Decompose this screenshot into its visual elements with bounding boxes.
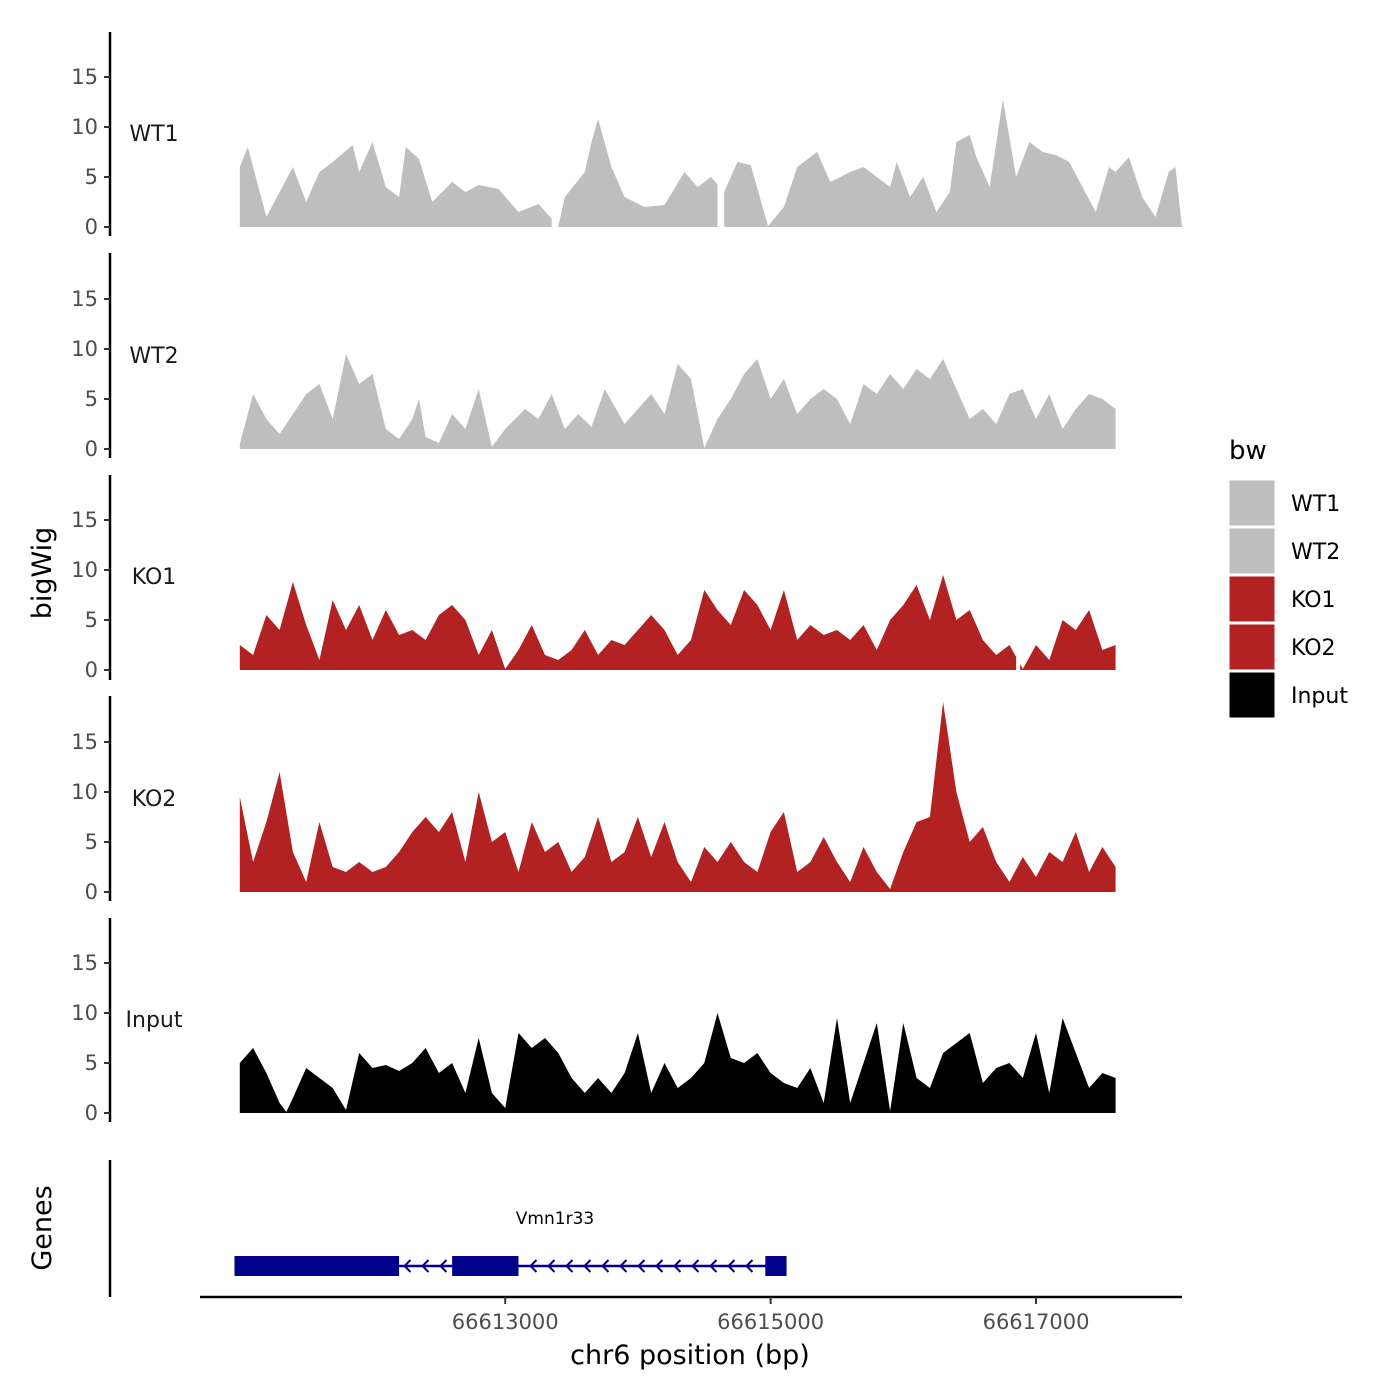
signal-area-wt1 (239, 99, 1183, 227)
y-tick-label: 15 (71, 730, 98, 754)
x-tick-label: 66613000 (452, 1310, 559, 1334)
legend-label-input: Input (1291, 684, 1348, 709)
x-axis-title: chr6 position (bp) (570, 1340, 810, 1371)
track-label-wt2: WT2 (129, 344, 178, 369)
y-tick-label: 10 (71, 780, 98, 804)
strand-arrow (709, 1259, 718, 1273)
track-label-ko2: KO2 (132, 787, 177, 812)
legend-swatch-wt1 (1228, 479, 1276, 527)
strand-arrow (673, 1259, 682, 1273)
strand-arrow (727, 1259, 736, 1273)
strand-arrow (601, 1259, 610, 1273)
gene-exon (452, 1256, 519, 1276)
y-tick-label: 5 (85, 830, 98, 854)
track-label-ko1: KO1 (132, 565, 177, 590)
strand-arrow (637, 1259, 646, 1273)
gene-exon (234, 1256, 400, 1276)
strand-arrow (421, 1259, 430, 1273)
y-tick-label: 5 (85, 1051, 98, 1075)
track-input: 0 5 10 15 Input (71, 918, 1116, 1125)
signal-area-ko1 (239, 575, 1116, 670)
legend-swatch-wt2 (1228, 527, 1276, 575)
strand-arrow (529, 1259, 538, 1273)
y-tick-label: 10 (71, 558, 98, 582)
signal-gap (717, 32, 725, 228)
strand-arrow (655, 1259, 664, 1273)
signal-area-wt2 (239, 354, 1116, 449)
legend-label-wt1: WT1 (1291, 492, 1340, 517)
gene-panel: Vmn1r33 (108, 1160, 787, 1297)
x-tick-label: 66615000 (717, 1310, 824, 1334)
strand-arrow (619, 1259, 628, 1273)
legend-swatch-input (1228, 671, 1276, 719)
track-wt1: 0 5 10 15 WT1 (71, 32, 1183, 239)
y-tick-label: 10 (71, 115, 98, 139)
y-axis-title: bigWig (27, 527, 58, 620)
track-ko2: 0 5 10 15 KO2 (71, 696, 1116, 904)
y-tick-label: 15 (71, 287, 98, 311)
y-tick-label: 0 (85, 1101, 98, 1125)
signal-area-ko2 (239, 702, 1116, 892)
strand-arrow (439, 1259, 448, 1273)
strand-arrow (403, 1259, 412, 1273)
y-tick-label: 0 (85, 437, 98, 461)
strand-arrow (583, 1259, 592, 1273)
y-tick-label: 5 (85, 165, 98, 189)
y-tick-label: 0 (85, 658, 98, 682)
signal-area-input (239, 1013, 1116, 1113)
legend-swatch-ko2 (1228, 623, 1276, 671)
y-tick-label: 15 (71, 508, 98, 532)
y-tick-label: 5 (85, 387, 98, 411)
legend-title: bw (1229, 436, 1267, 466)
track-wt2: 0 5 10 15 WT2 (71, 253, 1116, 461)
y-tick-label: 0 (85, 880, 98, 904)
y-tick-label: 15 (71, 65, 98, 89)
y-tick-label: 0 (85, 215, 98, 239)
signal-gap (1016, 475, 1021, 671)
track-label-input: Input (126, 1008, 183, 1033)
legend-label-ko2: KO2 (1291, 636, 1336, 661)
y-tick-label: 10 (71, 1001, 98, 1025)
gene-exon (765, 1256, 787, 1276)
y-tick-label: 15 (71, 951, 98, 975)
strand-arrow (745, 1259, 754, 1273)
legend-swatch-ko1 (1228, 575, 1276, 623)
x-axis: 66613000 66615000 66617000 (200, 1295, 1182, 1334)
legend-label-ko1: KO1 (1291, 588, 1336, 613)
track-panels: 0 5 10 15 WT1 0 5 10 15 WT2 0 5 10 15 KO1 0 5 10 15 KO2 0 5 10… (71, 32, 1183, 1125)
legend-label-wt2: WT2 (1291, 540, 1340, 565)
x-tick-label: 66617000 (983, 1310, 1090, 1334)
strand-arrow (565, 1259, 574, 1273)
strand-arrow (691, 1259, 700, 1273)
track-ko1: 0 5 10 15 KO1 (71, 475, 1116, 682)
legend: bw WT1 WT2 KO1 KO2 Input (1228, 436, 1348, 719)
genes-panel-title: Genes (27, 1185, 58, 1270)
gene-vmn1r33: Vmn1r33 (234, 1209, 787, 1276)
y-tick-label: 10 (71, 337, 98, 361)
strand-arrow (547, 1259, 556, 1273)
track-label-wt1: WT1 (129, 122, 178, 147)
y-tick-label: 5 (85, 608, 98, 632)
gene-name-label: Vmn1r33 (516, 1209, 594, 1229)
signal-gap (551, 32, 559, 228)
